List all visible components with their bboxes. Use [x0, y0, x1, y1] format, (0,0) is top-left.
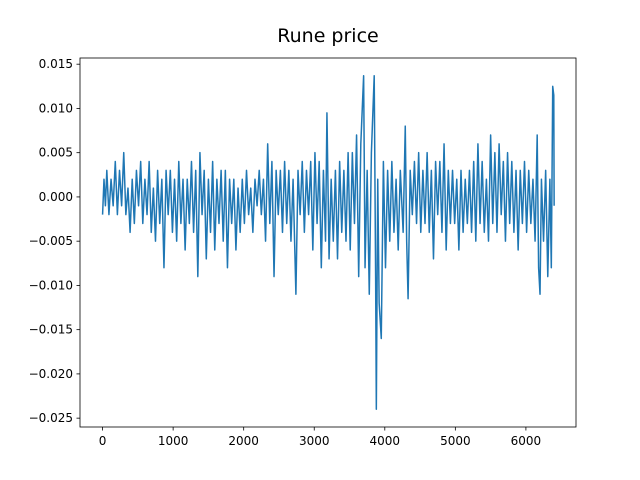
price-line — [101, 74, 555, 411]
x-tick-label: 1000 — [158, 434, 189, 448]
y-tick-label: −0.025 — [29, 411, 73, 425]
x-tick-label: 3000 — [299, 434, 330, 448]
y-tick-label: −0.010 — [29, 278, 73, 292]
chart-title: Rune price — [277, 25, 378, 47]
plot-area — [101, 74, 555, 411]
x-tick-label: 4000 — [370, 434, 401, 448]
x-tick-label: 2000 — [228, 434, 259, 448]
y-tick-label: −0.015 — [29, 323, 73, 337]
x-tick-label: 6000 — [511, 434, 542, 448]
y-tick-label: 0.015 — [39, 57, 73, 71]
axes-frame — [79, 57, 577, 428]
x-tick-label: 5000 — [440, 434, 471, 448]
y-tick-label: 0.000 — [39, 190, 73, 204]
y-tick-label: 0.005 — [39, 146, 73, 160]
y-tick-label: 0.010 — [39, 101, 73, 115]
y-tick-label: −0.020 — [29, 367, 73, 381]
x-tick-label: 0 — [99, 434, 107, 448]
y-tick-label: −0.005 — [29, 234, 73, 248]
